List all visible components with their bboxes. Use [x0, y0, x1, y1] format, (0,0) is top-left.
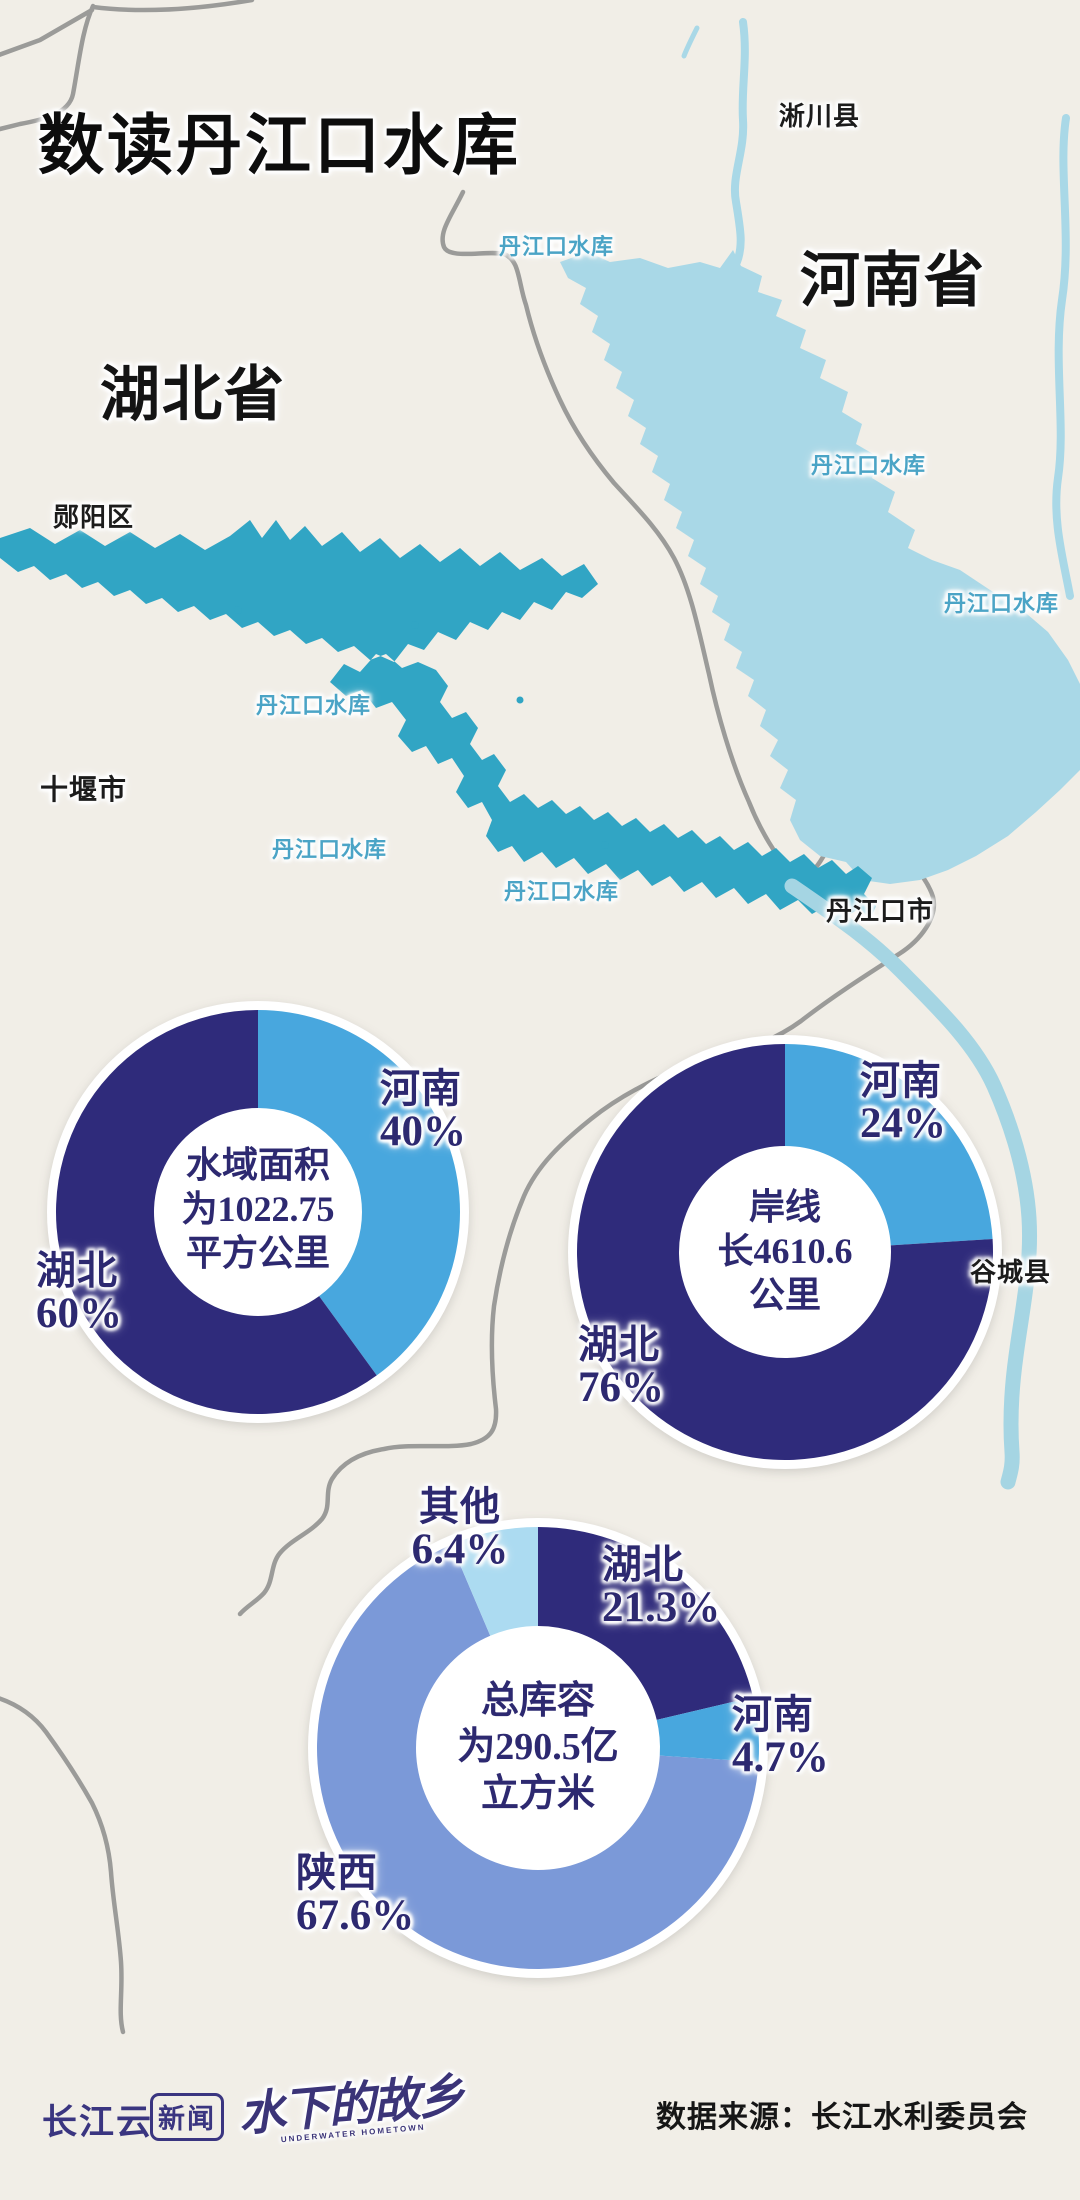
- river-lines: [681, 18, 1074, 600]
- water-label-4: 丹江口水库: [256, 693, 372, 718]
- southwest-border: [0, 1696, 126, 2035]
- donut3-label-other: 其他 6.4%: [405, 1486, 515, 1572]
- donut-chart-water-area: [47, 1001, 469, 1423]
- slice-pct: 76%: [578, 1363, 664, 1411]
- place-label-yunyang: 郧阳区: [53, 502, 135, 532]
- water-label-3: 丹江口水库: [944, 591, 1060, 616]
- slice-pct: 21.3%: [602, 1583, 721, 1631]
- donut2-label-henan: 河南 24%: [860, 1060, 946, 1146]
- donut2-center-line2: 长4610.6: [717, 1230, 853, 1271]
- slice-name: 陕西: [296, 1850, 378, 1895]
- donut-slice-河南: [258, 1010, 460, 1376]
- province-border-lines: [0, 0, 937, 2035]
- donut-slice-河南: [785, 1044, 993, 1246]
- han-river: [784, 878, 1037, 1490]
- donut1-center-text: 水域面积 为1022.75 平方公里: [118, 1144, 398, 1276]
- page-title: 数读丹江口水库: [38, 110, 521, 183]
- data-source-text: 数据来源：长江水利委员会: [656, 2101, 1028, 2134]
- donut1-center-line3: 平方公里: [185, 1232, 330, 1273]
- place-label-danjiangkou-city: 丹江口市: [826, 896, 935, 926]
- donut3-center-line1: 总库容: [480, 1680, 595, 1722]
- province-label-henan: 河南省: [800, 248, 986, 314]
- reservoir-hubei-shape: [0, 520, 876, 920]
- place-label-gucheng: 谷城县: [970, 1257, 1052, 1287]
- donut3-label-shaanxi: 陕西 67.6%: [296, 1852, 414, 1938]
- water-label-2: 丹江口水库: [811, 453, 927, 478]
- hubei-henan-border: [237, 189, 937, 1617]
- donut3-center-text: 总库容 为290.5亿 立方米: [388, 1678, 688, 1817]
- donut1-label-henan: 河南 40%: [380, 1068, 466, 1154]
- donut3-center-line3: 立方米: [480, 1772, 595, 1815]
- province-label-hubei: 湖北省: [100, 362, 286, 428]
- slice-name: 湖北: [602, 1542, 684, 1587]
- donut2-label-hubei: 湖北 76%: [578, 1324, 664, 1410]
- slice-name: 河南: [380, 1066, 462, 1111]
- slice-pct: 60%: [36, 1289, 122, 1337]
- donut-slice-河南: [656, 1697, 759, 1762]
- water-label-6: 丹江口水库: [504, 879, 620, 904]
- slice-pct: 67.6%: [296, 1891, 415, 1939]
- water-label-1: 丹江口水库: [499, 234, 615, 259]
- reservoir-henan-shape: [560, 250, 1080, 884]
- water-label-5: 丹江口水库: [272, 837, 388, 862]
- slice-name: 河南: [860, 1058, 942, 1103]
- donut3-label-henan: 河南 4.7%: [732, 1694, 829, 1780]
- donut1-label-hubei: 湖北 60%: [36, 1250, 122, 1336]
- donut-slice-湖北: [577, 1044, 994, 1460]
- donut3-center-line2: 为290.5亿: [457, 1726, 619, 1769]
- donut-chart-shoreline: [568, 1035, 1002, 1469]
- donut1-center-line1: 水域面积: [185, 1145, 330, 1185]
- donut-slice-其他: [451, 1527, 538, 1636]
- changjiangyun-logo: 长江云: [42, 2103, 154, 2142]
- place-label-shiyan: 十堰市: [40, 774, 128, 805]
- slice-pct: 40%: [380, 1107, 466, 1155]
- place-label-xichuan: 淅川县: [779, 101, 861, 131]
- donut-slice-湖北: [538, 1527, 754, 1720]
- donut1-center-line2: 为1022.75: [181, 1188, 335, 1229]
- reservoir-islets: [234, 606, 609, 849]
- donut-chart-capacity: [308, 1518, 768, 1978]
- slice-name: 湖北: [578, 1322, 660, 1367]
- donut3-label-hubei: 湖北 21.3%: [602, 1544, 720, 1630]
- slice-pct: 6.4%: [411, 1525, 509, 1573]
- donut-slice-湖北: [55, 1010, 377, 1414]
- donut-slice-陕西: [317, 1544, 759, 1969]
- slice-name: 其他: [419, 1484, 501, 1529]
- slice-pct: 24%: [860, 1099, 946, 1147]
- donut2-center-text: 岸线 长4610.6 公里: [645, 1186, 925, 1318]
- donut2-center-line3: 公里: [748, 1274, 821, 1315]
- news-badge: 新闻: [150, 2093, 224, 2141]
- donut2-center-line1: 岸线: [748, 1187, 821, 1227]
- slice-name: 湖北: [36, 1248, 118, 1293]
- slice-pct: 4.7%: [732, 1733, 829, 1781]
- slice-name: 河南: [732, 1692, 814, 1737]
